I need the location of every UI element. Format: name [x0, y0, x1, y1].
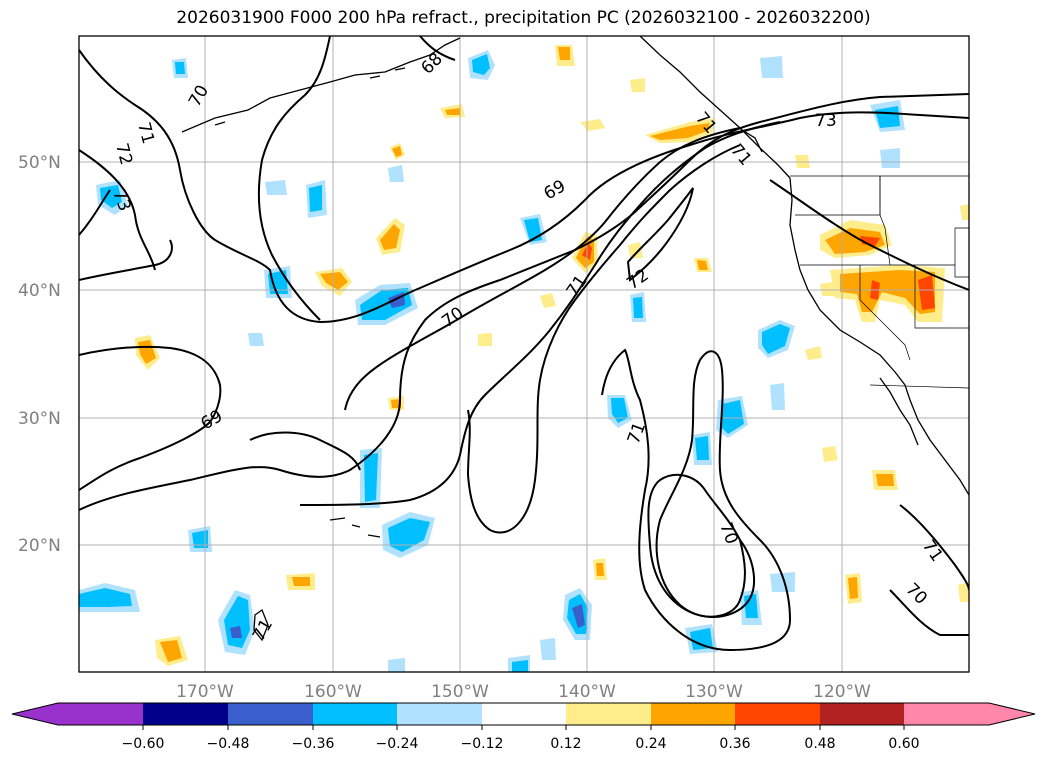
- state-borders: [790, 175, 969, 389]
- colorbar-tick-label: −0.24: [376, 736, 419, 752]
- colorbar-segment: [735, 703, 820, 725]
- lat-label: 50°N: [18, 153, 61, 173]
- colorbar-tick-label: 0.36: [719, 736, 750, 752]
- map-title: 2026031900 F000 200 hPa refract., precip…: [176, 8, 871, 28]
- colorbar-segment: [143, 703, 228, 725]
- colorbar-segment: [58, 703, 143, 725]
- colorbar-segment: [651, 703, 735, 725]
- colorbar-tick-label: 0.12: [550, 736, 581, 752]
- colorbar-ticks: [142, 725, 905, 730]
- colorbar-max-extension: [989, 703, 1035, 725]
- lon-label: 160°W: [304, 682, 362, 702]
- lon-label: 120°W: [813, 682, 871, 702]
- colorbar-tick-label: −0.48: [207, 736, 250, 752]
- map-background: [79, 36, 969, 672]
- map-frame: [78, 35, 970, 673]
- lon-label: 140°W: [558, 682, 616, 702]
- latitude-labels: 50°N 40°N 30°N 20°N: [18, 153, 61, 556]
- colorbar-outline: [11, 702, 1036, 726]
- colorbar-tick-label: −0.12: [461, 736, 504, 752]
- colorbar-tick-label: −0.36: [292, 736, 335, 752]
- colorbar-min-extension: [12, 703, 58, 725]
- colorbar-segment: [566, 703, 651, 725]
- lon-label: 130°W: [685, 682, 743, 702]
- lat-label: 20°N: [18, 536, 61, 556]
- lon-label: 170°W: [176, 682, 234, 702]
- colorbar-tick-label: 0.48: [804, 736, 835, 752]
- colorbar: −0.60 −0.48 −0.36 −0.24 −0.12 0.12 0.24 …: [11, 702, 1036, 752]
- colorbar-segment: [482, 703, 566, 725]
- precip-positive-shading: [135, 45, 969, 666]
- lat-label: 40°N: [18, 281, 61, 301]
- colorbar-tick-label: −0.60: [122, 736, 165, 752]
- graticule: [79, 36, 969, 672]
- refractivity-contours: [79, 36, 969, 652]
- colorbar-tick-label: 0.24: [635, 736, 666, 752]
- lon-label: 150°W: [431, 682, 489, 702]
- colorbar-tick-label: 0.60: [888, 736, 919, 752]
- precip-negative-shading: [79, 50, 905, 672]
- colorbar-segment: [820, 703, 904, 725]
- contour-label: 73: [815, 111, 837, 131]
- coastlines: [181, 36, 969, 642]
- colorbar-segment: [397, 703, 482, 725]
- colorbar-segment: [313, 703, 397, 725]
- colorbar-segment: [904, 703, 989, 725]
- lat-label: 30°N: [18, 409, 61, 429]
- longitude-labels: 170°W 160°W 150°W 140°W 130°W 120°W: [176, 682, 871, 702]
- colorbar-segment: [228, 703, 313, 725]
